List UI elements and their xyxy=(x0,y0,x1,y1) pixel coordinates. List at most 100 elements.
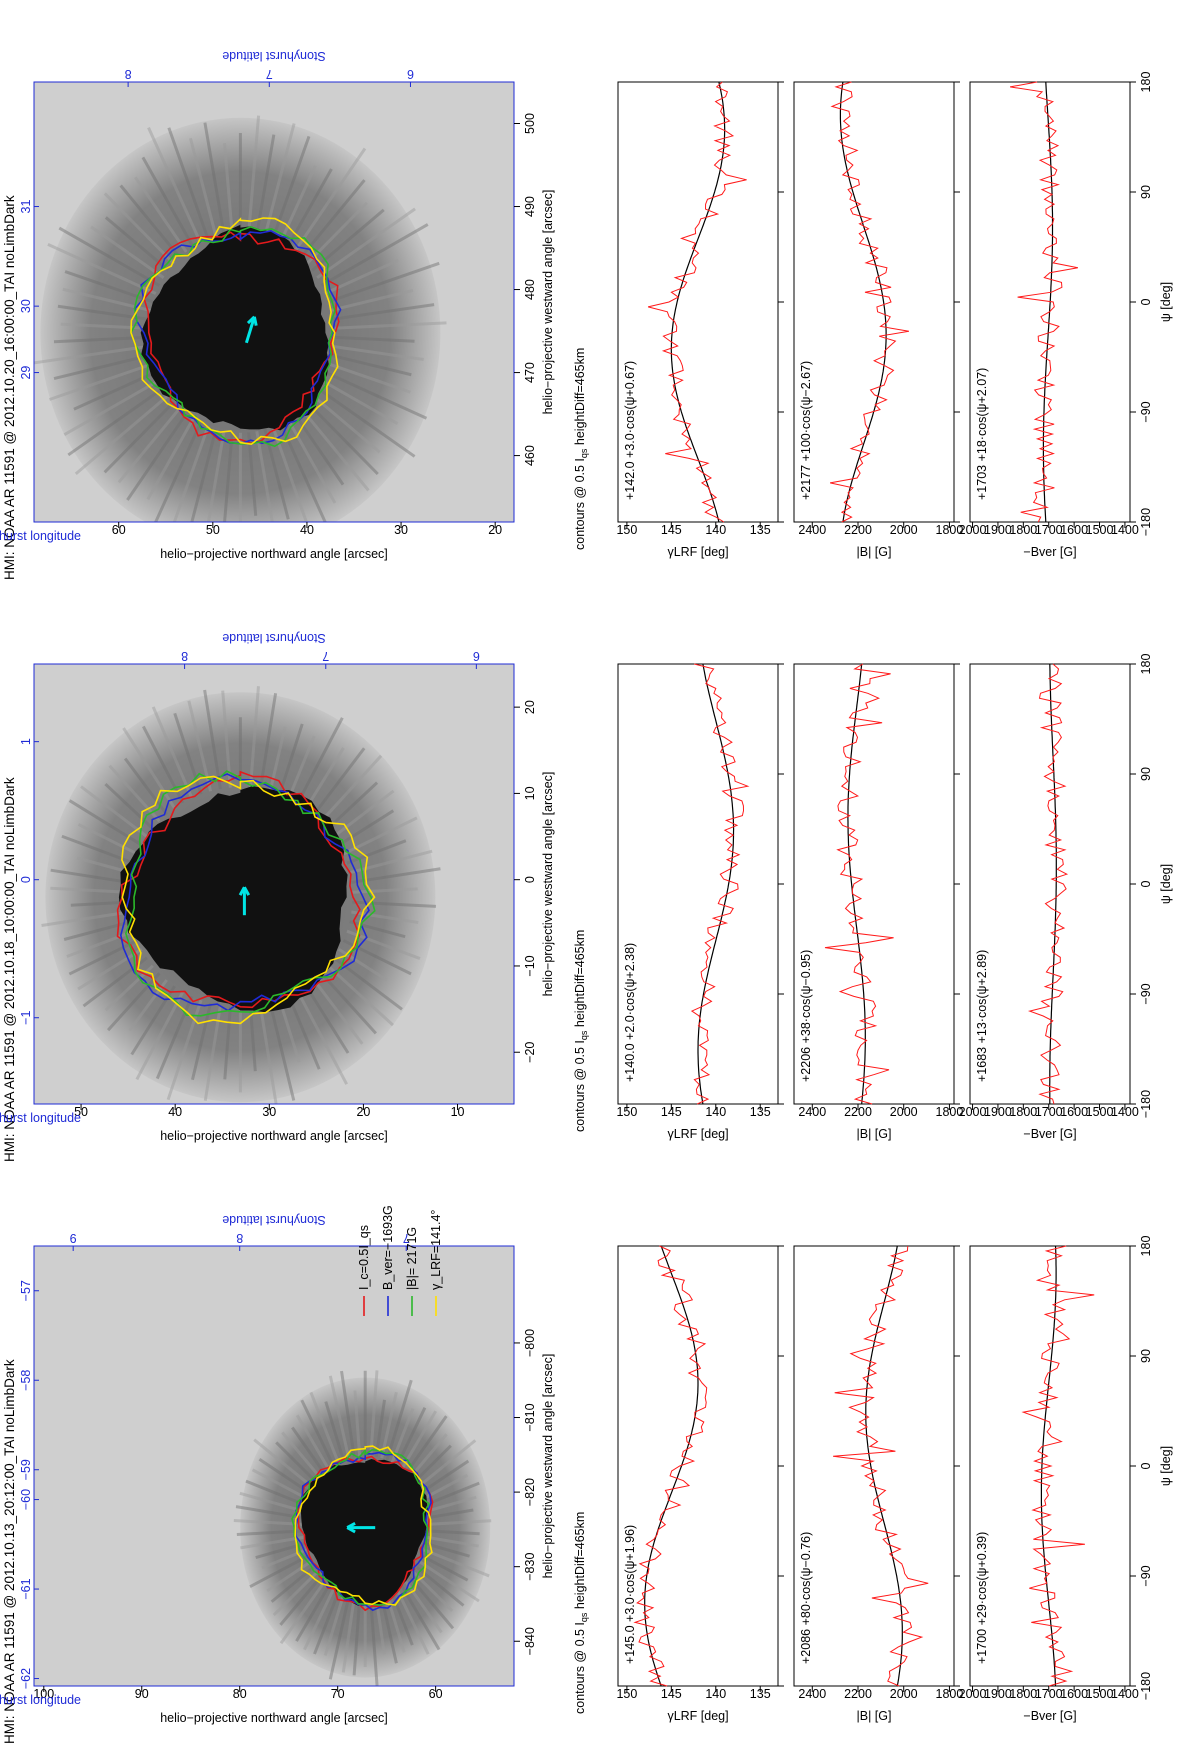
penumbral-filament xyxy=(151,706,194,799)
penumbral-filament xyxy=(332,321,447,330)
x-axis-label: helio−projective westward angle [arcsec] xyxy=(541,190,555,415)
lat-tick-label: 6 xyxy=(407,67,414,81)
penumbral-filament xyxy=(278,723,304,795)
penumbral-filament xyxy=(106,972,161,1032)
x-tick-label: −840 xyxy=(523,1627,537,1655)
y-tick-label: 50 xyxy=(206,523,220,537)
penumbral-filament xyxy=(108,764,161,823)
penumbral-filament xyxy=(279,1580,326,1645)
y-tick-label: 40 xyxy=(300,523,314,537)
y-tick-label: 1800 xyxy=(1009,1687,1037,1701)
penumbral-filament xyxy=(295,1414,331,1471)
y-tick-label: 40 xyxy=(168,1105,182,1119)
lon-tick-label: −58 xyxy=(19,1370,33,1391)
longitude-label: Stonyhurst longitude xyxy=(0,1693,81,1707)
gamma-contour xyxy=(294,1445,433,1606)
penumbral-filament xyxy=(50,886,129,894)
sunspot-image xyxy=(34,82,514,522)
penumbral-filament xyxy=(427,1519,492,1526)
penumbral-filament xyxy=(313,1591,340,1655)
sunspot-image xyxy=(34,1246,514,1686)
plot-frame xyxy=(793,1245,955,1687)
lon-tick-label: 29 xyxy=(19,366,33,380)
babs-contour xyxy=(124,770,376,1017)
y-tick-label: 1800 xyxy=(1009,1105,1037,1119)
penumbral-filament xyxy=(167,127,210,240)
plot-x-label: ψ [deg] xyxy=(1159,282,1173,322)
x-tick-label: −90 xyxy=(1139,401,1153,422)
penumbral-filament xyxy=(103,400,175,474)
penumbral-filament xyxy=(331,303,435,321)
penumbral-filament xyxy=(287,735,316,799)
penumbral-filament xyxy=(103,192,175,265)
lon-tick-label: 0 xyxy=(19,876,33,883)
penumbral-filament xyxy=(34,344,150,365)
x-tick-label: −180 xyxy=(1139,1672,1153,1700)
y-tick-label: 1900 xyxy=(984,1105,1012,1119)
y-tick-label: 1700 xyxy=(1035,1105,1063,1119)
y-tick-label: 1700 xyxy=(1035,523,1063,537)
panel-column: HMI: NOAA AR 11591 @ 2012.10.18_10:00:00… xyxy=(0,584,1200,1166)
penumbral-filament xyxy=(323,1594,345,1656)
penumbral-filament xyxy=(320,223,429,287)
fit-curve xyxy=(670,81,726,523)
penumbral-filament xyxy=(68,939,139,976)
penumbral-filament xyxy=(68,799,143,847)
lat-tick-label: 7 xyxy=(403,1231,410,1245)
penumbral-filament xyxy=(426,1508,474,1520)
penumbral-filament xyxy=(90,225,165,279)
penumbral-filament xyxy=(70,900,129,907)
fit-curve xyxy=(839,81,887,523)
plot-y-label: γLRF [deg] xyxy=(667,545,728,559)
y-tick-label: 135 xyxy=(750,1105,771,1119)
penumbral-filament xyxy=(135,990,185,1081)
x-tick-label: 490 xyxy=(523,196,537,217)
y-tick-label: 1400 xyxy=(1111,523,1139,537)
penumbral-filament xyxy=(240,1535,305,1550)
penumbral-filament xyxy=(332,789,395,838)
penumbral-filament xyxy=(418,1560,480,1603)
y-tick-label: 90 xyxy=(135,1687,149,1701)
penumbral-filament xyxy=(287,995,321,1070)
penumbral-filament xyxy=(349,849,433,875)
data-curve xyxy=(647,81,747,523)
penumbral-filament xyxy=(326,964,394,1027)
penumbral-filament xyxy=(296,717,344,804)
penumbral-filament xyxy=(328,1375,351,1459)
contour-note: contours @ 0.5 Iqs heightDiff=465km xyxy=(573,348,589,550)
x-tick-label: 10 xyxy=(523,786,537,800)
x-tick-label: 180 xyxy=(1139,72,1153,93)
umbra xyxy=(118,786,348,1013)
penumbral-filament xyxy=(299,407,370,492)
penumbral-filament xyxy=(412,1444,452,1484)
y-tick-label: 1400 xyxy=(1111,1105,1139,1119)
penumbral-filament xyxy=(249,1554,309,1589)
penumbral-filament xyxy=(309,1391,340,1464)
penumbral-filament xyxy=(223,142,234,234)
fit-curve xyxy=(1049,663,1057,1104)
y-tick-label: 1600 xyxy=(1060,523,1088,537)
penumbral-filament xyxy=(149,422,202,522)
penumbral-filament xyxy=(426,1535,479,1548)
penumbral-filament xyxy=(299,179,366,259)
penumbral-filament xyxy=(320,754,383,823)
penumbral-filament xyxy=(166,999,203,1101)
x-tick-label: −180 xyxy=(1139,508,1153,536)
penumbral-filament xyxy=(142,725,185,804)
fit-equation: +1700 +29·cos(ψ+0.39) xyxy=(975,1532,989,1664)
penumbral-filament xyxy=(255,430,277,522)
penumbral-filament xyxy=(404,1580,443,1634)
penumbral-filament xyxy=(66,929,135,958)
x-tick-label: −20 xyxy=(523,1042,537,1063)
y-tick-label: 1800 xyxy=(936,523,964,537)
y-tick-label: 20 xyxy=(356,1105,370,1119)
penumbral-filament xyxy=(74,394,170,476)
penumbral-filament xyxy=(258,1005,278,1104)
fit-equation: +2177 +100·cos(ψ−2.67) xyxy=(799,361,813,500)
lon-tick-label: −1 xyxy=(19,1011,33,1025)
penumbral-filament xyxy=(251,1468,309,1501)
gamma-contour xyxy=(121,775,376,1025)
penumbral-filament xyxy=(395,1588,430,1655)
x-tick-label: −10 xyxy=(523,955,537,976)
